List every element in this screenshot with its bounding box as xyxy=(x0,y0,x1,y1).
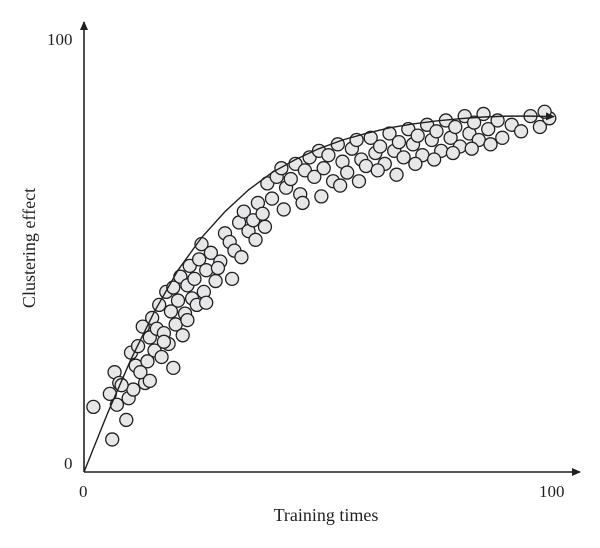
scatter-point xyxy=(109,397,125,412)
scatter-point xyxy=(248,232,263,247)
scatter-point xyxy=(476,106,491,122)
scatter-point xyxy=(142,373,157,389)
scatter-point xyxy=(532,119,548,135)
scatter-point xyxy=(180,312,195,328)
scatter-point xyxy=(105,432,120,447)
scatter-point xyxy=(445,145,461,161)
y-axis-tick-label: 0 xyxy=(64,454,73,473)
scatter-point xyxy=(483,137,498,152)
scatter-point xyxy=(208,273,223,289)
scatter-point xyxy=(166,360,181,375)
scatter-point xyxy=(154,349,169,365)
x-axis-title: Training times xyxy=(274,505,379,525)
scatter-point xyxy=(426,152,442,167)
scatter-points xyxy=(86,104,557,447)
scatter-point xyxy=(372,139,388,154)
scatter-point xyxy=(133,365,148,380)
trend-curve-layer xyxy=(83,112,555,473)
scatter-point xyxy=(283,171,298,187)
scatter-point xyxy=(513,124,529,139)
scatter-point xyxy=(257,219,273,234)
scatter-point xyxy=(276,202,291,217)
scatter-point xyxy=(175,328,190,343)
scatter-point xyxy=(210,260,226,276)
y-axis-tick-label: 100 xyxy=(47,30,73,49)
scatter-point xyxy=(295,195,310,211)
scatter-point xyxy=(199,263,214,278)
trend-curve xyxy=(83,112,555,473)
scatter-point xyxy=(156,334,172,349)
scatter-point xyxy=(408,156,423,172)
scatter-point xyxy=(363,130,378,145)
scatter-point xyxy=(140,354,155,369)
scatter-point xyxy=(152,297,167,313)
x-axis-tick-label: 0 xyxy=(79,482,88,501)
x-axis-tick-label: 100 xyxy=(539,482,565,501)
scatter-point xyxy=(495,130,510,145)
scatter-point xyxy=(340,165,355,180)
scatter-point xyxy=(332,178,348,193)
scatter-point xyxy=(464,141,479,156)
scatter-point xyxy=(351,174,367,189)
scatter-point xyxy=(358,158,374,174)
scatter-point xyxy=(86,399,101,415)
scatter-point xyxy=(429,124,444,139)
scatter-point xyxy=(191,252,207,267)
scatter-point xyxy=(321,148,336,163)
scatter-point xyxy=(314,189,329,204)
scatter-point xyxy=(391,135,407,150)
scatter-point xyxy=(370,163,385,178)
scatter-point xyxy=(255,206,270,221)
axes xyxy=(80,21,581,476)
scatter-point xyxy=(481,121,496,137)
scatter-point xyxy=(234,250,249,265)
scatter-point xyxy=(389,167,404,182)
scatter-point xyxy=(264,191,280,206)
scatter-point xyxy=(119,412,134,428)
scatter-point xyxy=(382,126,397,141)
scatter-point xyxy=(316,161,331,176)
scatter-point xyxy=(199,295,214,310)
y-axis-title: Clustering effect xyxy=(19,188,39,308)
scatter-point xyxy=(448,119,463,135)
scatter-point xyxy=(396,150,411,165)
scatter-point xyxy=(170,293,186,308)
scatter-point xyxy=(274,161,289,176)
scatter-point xyxy=(163,304,179,319)
scatter-point xyxy=(410,128,425,143)
scatter-point xyxy=(224,271,240,287)
scatter-point xyxy=(203,245,219,260)
scatter-point xyxy=(307,169,322,185)
scatter-point xyxy=(126,382,141,397)
scatter-point xyxy=(187,271,202,287)
scatter-point xyxy=(466,115,482,130)
scatter-point xyxy=(236,204,251,219)
